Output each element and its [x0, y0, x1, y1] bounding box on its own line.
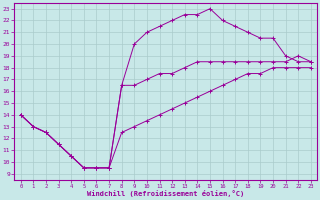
X-axis label: Windchill (Refroidissement éolien,°C): Windchill (Refroidissement éolien,°C) [87, 190, 244, 197]
